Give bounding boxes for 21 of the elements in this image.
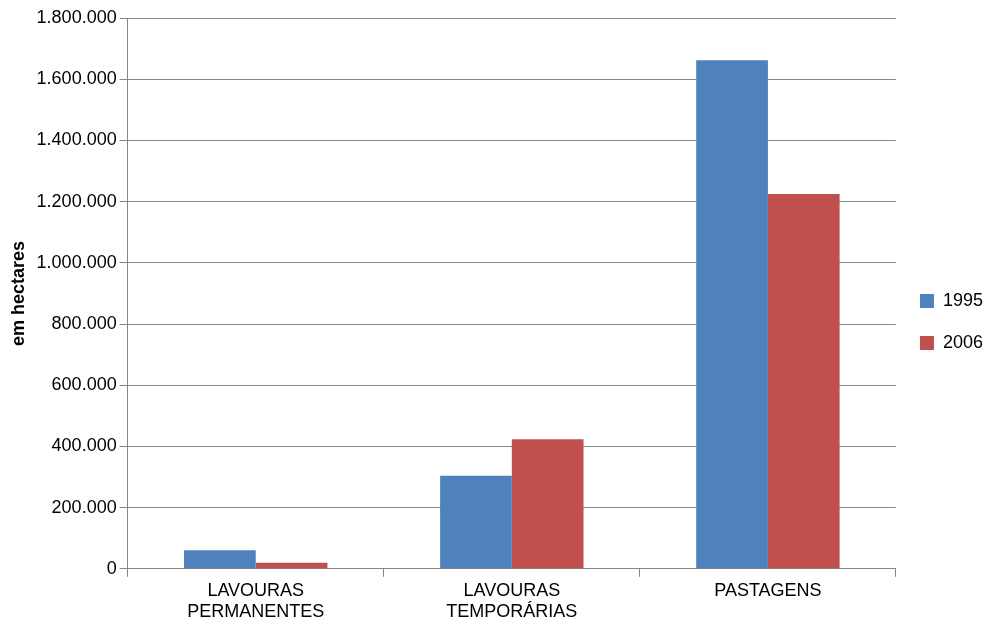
y-tick-label: 600.000 [51, 374, 117, 395]
y-axis-title: em hectares [7, 240, 28, 346]
legend-label: 2006 [942, 331, 983, 352]
y-tick-label: 200.000 [51, 496, 117, 517]
y-tick-label: 1.600.000 [36, 68, 117, 89]
x-tick-label: LAVOURAS PERMANENTES [187, 579, 325, 622]
y-tick-label: 1.200.000 [36, 190, 117, 211]
y-tick-label: 1.800.000 [36, 6, 117, 27]
y-tick-label: 1.400.000 [36, 129, 117, 150]
y-tick-label: 400.000 [51, 435, 117, 456]
x-tick-label: LAVOURAS TEMPORÁRIAS [446, 579, 578, 622]
x-tick-label: PASTAGENS [714, 579, 822, 600]
bar [440, 475, 512, 569]
bar [511, 439, 584, 569]
bar [767, 193, 840, 569]
y-tick-label: 800.000 [51, 312, 117, 333]
bar [184, 550, 256, 569]
bar [696, 60, 768, 569]
legend-label: 1995 [942, 289, 983, 310]
y-tick-label: 1.000.000 [36, 251, 117, 272]
y-tick-label: 0 [106, 557, 117, 578]
